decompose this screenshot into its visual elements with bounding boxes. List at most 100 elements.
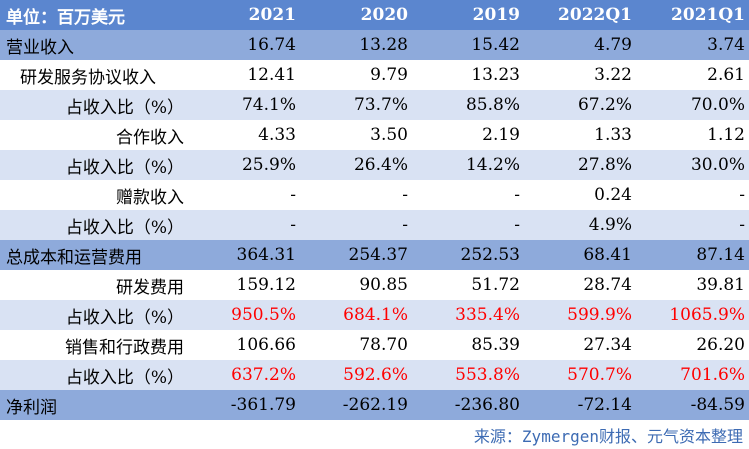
table-cell: -84.59 (690, 395, 745, 415)
table-cell: 335.4% (455, 305, 520, 325)
table-cell: 1065.9% (669, 305, 745, 325)
table-cell: 74.1% (241, 95, 296, 115)
table-cell: 2.61 (707, 65, 745, 85)
col-header-2022q1: 2022Q1 (558, 5, 632, 25)
table-row: 研发费用 159.12 90.85 51.72 28.74 39.81 (0, 270, 749, 300)
table-row: 占收入比（%） 25.9% 26.4% 14.2% 27.8% 30.0% (0, 150, 749, 180)
table-cell: - (290, 185, 296, 205)
table-cell: 78.70 (359, 335, 408, 355)
table-cell: -236.80 (454, 395, 520, 415)
table-cell: 13.23 (471, 65, 520, 85)
table-cell: -361.79 (230, 395, 296, 415)
row-label: 赠款收入 (116, 187, 184, 208)
table-cell: 364.31 (236, 245, 296, 265)
table-cell: 950.5% (231, 305, 296, 325)
row-label: 销售和行政费用 (65, 337, 184, 358)
col-header-2020: 2020 (360, 5, 408, 25)
table-cell: 26.4% (353, 155, 408, 175)
table-cell: -262.19 (342, 395, 408, 415)
table-cell: 4.33 (258, 125, 296, 145)
table-cell: 30.0% (690, 155, 745, 175)
table-row: 占收入比（%） 637.2% 592.6% 553.8% 570.7% 701.… (0, 360, 749, 390)
table-cell: 4.79 (594, 35, 632, 55)
source-note: 来源：Zymergen财报、元气资本整理 (0, 420, 749, 449)
table-cell: - (739, 185, 745, 205)
table-cell: - (739, 215, 745, 235)
table-cell: 637.2% (231, 365, 296, 385)
row-label: 研发费用 (116, 277, 184, 298)
table-cell: 27.8% (577, 155, 632, 175)
table-cell: 25.9% (241, 155, 296, 175)
unit-label: 单位：百万美元 (6, 7, 125, 28)
table-cell: 599.9% (567, 305, 632, 325)
table-row: 研发服务协议收入 12.41 9.79 13.23 3.22 2.61 (0, 60, 749, 90)
table-cell: 27.34 (583, 335, 632, 355)
table-cell: 1.33 (594, 125, 632, 145)
row-label: 研发服务协议收入 (20, 67, 156, 88)
row-label: 总成本和运营费用 (6, 247, 142, 268)
table-row: 赠款收入 - - - 0.24 - (0, 180, 749, 210)
table-cell: 90.85 (359, 275, 408, 295)
table-row: 营业收入 16.74 13.28 15.42 4.79 3.74 (0, 30, 749, 60)
row-label: 净利润 (6, 397, 57, 418)
table-cell: 1.12 (707, 125, 745, 145)
table-cell: 9.79 (370, 65, 408, 85)
table-cell: 3.50 (370, 125, 408, 145)
table-cell: 16.74 (247, 35, 296, 55)
table-cell: 159.12 (236, 275, 296, 295)
row-label: 占收入比（%） (65, 367, 184, 388)
table-cell: 701.6% (680, 365, 745, 385)
table-cell: 3.74 (707, 35, 745, 55)
table-row: 销售和行政费用 106.66 78.70 85.39 27.34 26.20 (0, 330, 749, 360)
table-row: 占收入比（%） 950.5% 684.1% 335.4% 599.9% 1065… (0, 300, 749, 330)
row-label: 营业收入 (6, 37, 74, 58)
table-cell: 68.41 (583, 245, 632, 265)
row-label: 占收入比（%） (65, 307, 184, 328)
table-cell: 28.74 (583, 275, 632, 295)
table-cell: 39.81 (696, 275, 745, 295)
table-cell: 85.39 (471, 335, 520, 355)
table-cell: 684.1% (343, 305, 408, 325)
table-row: 合作收入 4.33 3.50 2.19 1.33 1.12 (0, 120, 749, 150)
table-cell: 85.8% (465, 95, 520, 115)
col-header-2021: 2021 (248, 5, 296, 25)
row-label: 占收入比（%） (65, 217, 184, 238)
table-cell: 67.2% (577, 95, 632, 115)
table-cell: 2.19 (482, 125, 520, 145)
table-row: 占收入比（%） - - - 4.9% - (0, 210, 749, 240)
row-label: 占收入比（%） (65, 97, 184, 118)
table-cell: - (402, 185, 408, 205)
table-cell: 570.7% (567, 365, 632, 385)
table-row: 占收入比（%） 74.1% 73.7% 85.8% 67.2% 70.0% (0, 90, 749, 120)
table-cell: 12.41 (247, 65, 296, 85)
table-cell: 106.66 (236, 335, 296, 355)
table-cell: 252.53 (460, 245, 520, 265)
table-cell: - (514, 215, 520, 235)
table-cell: 592.6% (343, 365, 408, 385)
table-cell: - (514, 185, 520, 205)
table-cell: 26.20 (696, 335, 745, 355)
table-cell: 254.37 (348, 245, 408, 265)
table-cell: 73.7% (353, 95, 408, 115)
table-cell: 0.24 (594, 185, 632, 205)
col-header-2019: 2019 (472, 5, 520, 25)
table-cell: 13.28 (359, 35, 408, 55)
table-cell: 51.72 (471, 275, 520, 295)
table-cell: - (402, 215, 408, 235)
table-cell: 15.42 (471, 35, 520, 55)
table-row: 总成本和运营费用 364.31 254.37 252.53 68.41 87.1… (0, 240, 749, 270)
table-header: 单位：百万美元 2021 2020 2019 2022Q1 2021Q1 (0, 0, 749, 30)
col-header-2021q1: 2021Q1 (671, 5, 745, 25)
table-cell: 553.8% (455, 365, 520, 385)
table-cell: 3.22 (594, 65, 632, 85)
table-cell: 4.9% (588, 215, 632, 235)
table-row: 净利润 -361.79 -262.19 -236.80 -72.14 -84.5… (0, 390, 749, 420)
table-cell: 87.14 (696, 245, 745, 265)
row-label: 合作收入 (116, 127, 184, 148)
table-cell: 70.0% (690, 95, 745, 115)
table-cell: 14.2% (465, 155, 520, 175)
table-cell: - (290, 215, 296, 235)
table-cell: -72.14 (577, 395, 632, 415)
row-label: 占收入比（%） (65, 157, 184, 178)
